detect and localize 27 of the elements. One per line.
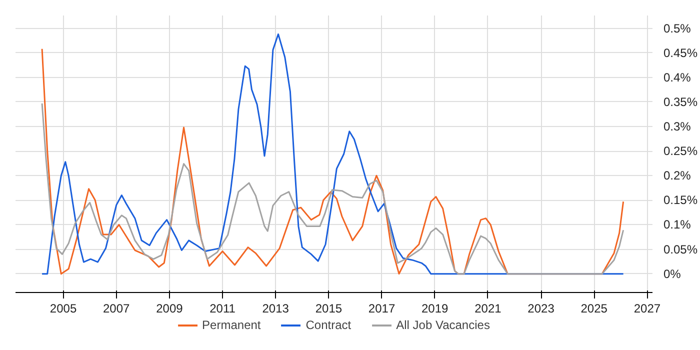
x-tick-label: 2013 bbox=[262, 302, 290, 316]
legend-label: Permanent bbox=[202, 318, 261, 332]
legend-label: Contract bbox=[306, 318, 352, 332]
x-tick-label: 2011 bbox=[210, 302, 236, 316]
y-tick-label: 0.5% bbox=[664, 21, 692, 36]
x-tick-label: 2015 bbox=[315, 302, 342, 316]
x-tick-label: 2027 bbox=[634, 302, 661, 316]
x-tick-label: 2009 bbox=[156, 302, 184, 316]
y-tick-label: 0.25% bbox=[664, 144, 698, 158]
y-tick-label: 0.2% bbox=[664, 168, 692, 183]
y-tick-label: 0.15% bbox=[664, 193, 698, 208]
y-tick-label: 0.4% bbox=[664, 70, 692, 84]
legend-label: All Job Vacancies bbox=[396, 318, 490, 332]
x-tick-label: 2023 bbox=[528, 302, 555, 316]
x-tick-label: 2017 bbox=[368, 302, 396, 316]
line-series bbox=[41, 102, 624, 275]
y-tick-label: 0.1% bbox=[664, 218, 692, 232]
y-tick-label: 0.05% bbox=[664, 242, 698, 256]
x-tick-label: 2019 bbox=[422, 302, 449, 316]
x-tick-label: 2025 bbox=[580, 302, 608, 316]
y-tick-label: 0.35% bbox=[664, 94, 698, 109]
y-tick-label: 0.3% bbox=[664, 119, 692, 134]
y-tick-label: 0% bbox=[664, 266, 682, 281]
y-tick-label: 0.45% bbox=[664, 46, 698, 60]
x-tick-label: 2007 bbox=[103, 302, 130, 316]
x-tick-label: 2021 bbox=[474, 302, 502, 316]
x-tick-label: 2005 bbox=[50, 302, 77, 316]
